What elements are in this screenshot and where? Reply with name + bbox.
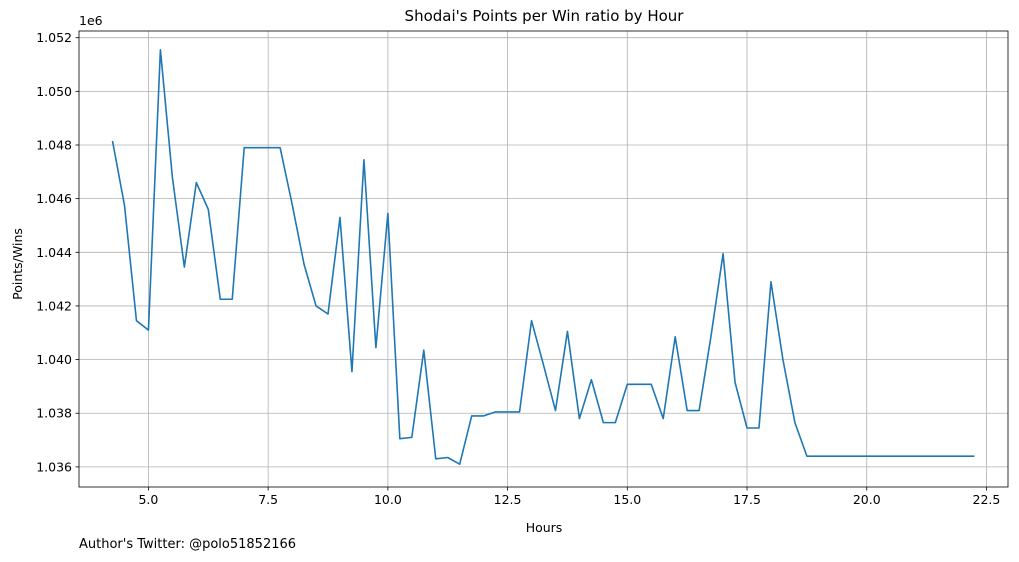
chart-title: Shodai's Points per Win ratio by Hour: [405, 7, 685, 25]
x-tick-label: 10.0: [374, 492, 402, 507]
x-tick-label: 15.0: [613, 492, 641, 507]
y-tick-label: 1.040: [36, 352, 72, 367]
x-tick-label: 22.5: [973, 492, 1001, 507]
axes-border: [78, 30, 1009, 488]
x-tick-label: 17.5: [733, 492, 761, 507]
y-tick-label: 1.046: [36, 191, 72, 206]
x-tick-label: 20.0: [853, 492, 881, 507]
x-tick-label: 5.0: [138, 492, 158, 507]
y-axis-ticks: 1.036 1.038 1.040 1.042 1.044 1.046 1.048 1.050…: [36, 30, 79, 474]
x-tick-label: 12.5: [494, 492, 522, 507]
grid-lines: [79, 31, 1008, 487]
x-axis-label: Hours: [526, 520, 563, 535]
axes-frame: [78, 30, 1009, 488]
series-line: [111, 48, 975, 466]
x-tick-label: 7.5: [258, 492, 278, 507]
y-axis-label: Points/Wins: [10, 228, 25, 300]
y-tick-label: 1.036: [36, 459, 72, 474]
y-tick-label: 1.050: [36, 84, 72, 99]
y-tick-label: 1.052: [36, 30, 72, 45]
series-layer: [111, 48, 975, 466]
y-tick-label: 1.042: [36, 298, 72, 313]
y-axis-offset-label: 1e6: [79, 13, 103, 28]
x-axis-ticks: 5.0 7.5 10.0 12.5 15.0 17.5 20.0 22.5: [138, 487, 1000, 507]
y-tick-label: 1.048: [36, 138, 72, 153]
y-tick-label: 1.038: [36, 406, 72, 421]
plot-area: [79, 31, 1008, 487]
author-credit: Author's Twitter: @polo51852166: [79, 537, 297, 552]
y-tick-label: 1.044: [36, 245, 72, 260]
